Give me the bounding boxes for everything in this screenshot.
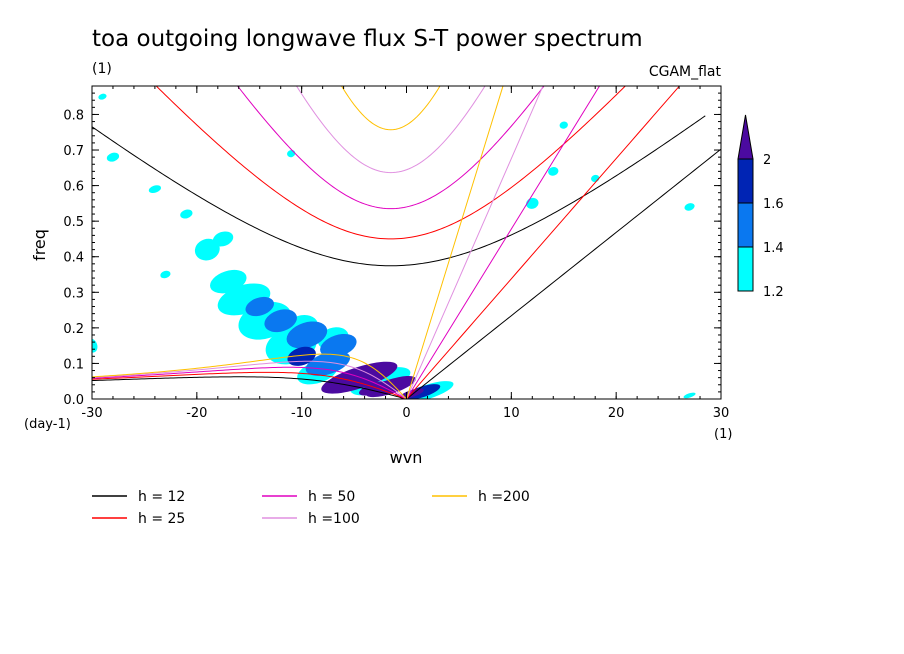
x-tick-label: 30	[713, 406, 730, 421]
x-axis-label: wvn	[390, 448, 423, 467]
gravity-curve	[236, 86, 545, 210]
rossby-curve	[92, 371, 407, 399]
x-unit-label: (1)	[714, 427, 732, 442]
kelvin-curve	[406, 86, 504, 399]
x-tick-label: -30	[81, 406, 102, 421]
contour-blob	[359, 381, 392, 396]
rossby-curve	[92, 366, 407, 399]
contour-blob	[180, 209, 193, 219]
colorbar-label: 1.2	[763, 285, 784, 300]
colorbar-segment	[737, 202, 754, 248]
contour-blob	[320, 333, 357, 358]
y-tick-label: 0.0	[63, 393, 84, 408]
kelvin-curve	[406, 86, 544, 399]
contour-blob	[286, 321, 328, 349]
contour-blob	[548, 166, 559, 176]
contour-blob	[245, 296, 274, 317]
rossby-curve	[92, 353, 407, 399]
gravity-curve	[340, 86, 441, 131]
colorbar-label: 2	[763, 153, 771, 168]
legend-label: h =100	[308, 511, 360, 527]
y-tick-label: 0.8	[63, 108, 84, 123]
gravity-curve	[295, 86, 486, 174]
contour-blob	[98, 93, 107, 100]
y-axis: 0.0 0.1 0.2 0.3 0.4 0.5 0.6 0.7 0.8	[63, 85, 721, 408]
y-tick-label: 0.1	[63, 357, 84, 372]
x-tick-label: -20	[186, 406, 207, 421]
y-tick-label: 0.3	[63, 286, 84, 301]
rossby-curve	[92, 360, 407, 399]
colorbar-label: 1.6	[763, 197, 784, 212]
contour-blob	[210, 269, 247, 294]
contour-blob	[305, 351, 351, 376]
dispersion-curves-group	[92, 86, 721, 399]
kelvin-curve	[406, 86, 681, 399]
chart-title: toa outgoing longwave flux S-T power spe…	[92, 26, 643, 52]
y-tick-label: 0.4	[63, 251, 84, 266]
plot-frame	[91, 85, 722, 400]
x-tick-label: 0	[402, 406, 410, 421]
chart-subtitle-right: CGAM_flat	[649, 64, 722, 80]
x-tick-label: -10	[291, 406, 312, 421]
colorbar: 1.2 1.4 1.6 2	[737, 114, 784, 300]
contour-blob	[160, 270, 171, 279]
contour-blob	[212, 231, 234, 247]
colorbar-segment	[737, 158, 754, 204]
legend-label: h = 12	[138, 489, 185, 505]
y-tick-label: 0.5	[63, 215, 84, 230]
legend-label: h =200	[478, 489, 530, 505]
x-tick-label: 20	[608, 406, 625, 421]
rossby-curve	[92, 376, 407, 399]
contour-blob	[684, 203, 695, 211]
y-tick-label: 0.7	[63, 144, 84, 159]
contour-blob	[148, 185, 161, 194]
y-tick-label: 0.6	[63, 180, 84, 195]
contour-blob	[106, 152, 120, 162]
x-axis: -30 -20 -10 0 10 20 30	[81, 86, 729, 421]
kelvin-curve	[406, 86, 601, 399]
gravity-curve	[92, 115, 706, 267]
y-unit-label: (day-1)	[24, 417, 71, 432]
colorbar-arrow	[737, 114, 754, 160]
y-axis-label: freq	[30, 229, 49, 261]
contour-blob	[264, 309, 297, 333]
gravity-curve	[155, 86, 627, 240]
contour-blob	[323, 373, 364, 393]
y-tick-label: 0.2	[63, 322, 84, 337]
contour-fill-group	[92, 93, 696, 399]
x-tick-label: 10	[503, 406, 520, 421]
kelvin-curve	[406, 148, 721, 399]
contour-blob	[683, 392, 696, 399]
contour-blob	[559, 121, 568, 129]
colorbar-segment	[737, 246, 754, 292]
legend-label: h = 25	[138, 511, 185, 527]
chart-subtitle-left: (1)	[92, 61, 112, 77]
colorbar-label: 1.4	[763, 241, 784, 256]
legend: h = 12 h = 25 h = 50 h =100 h =200	[92, 489, 530, 527]
contour-blob	[194, 238, 220, 261]
legend-label: h = 50	[308, 489, 355, 505]
